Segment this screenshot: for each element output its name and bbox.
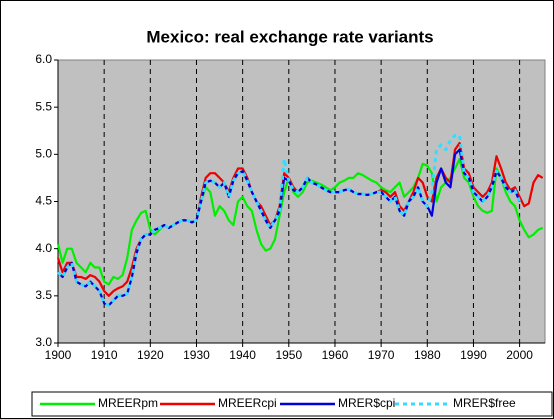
- x-tick-label: 1970: [368, 348, 395, 362]
- series-line: [56, 134, 521, 307]
- x-tick-label: 1950: [275, 348, 302, 362]
- y-tick-label: 3.0: [35, 335, 52, 349]
- x-tick-label: 1960: [322, 348, 349, 362]
- y-tick-label: 4.0: [35, 241, 52, 255]
- x-tick-label: 1900: [45, 348, 72, 362]
- chart-title: Mexico: real exchange rate variants: [146, 27, 433, 46]
- y-tick-label: 4.5: [35, 194, 52, 208]
- series-line: [56, 157, 544, 286]
- legend-label: MRER$free: [453, 396, 516, 410]
- plot-area: [57, 59, 546, 344]
- y-tick-label: 6.0: [35, 52, 52, 66]
- y-tick-label: 5.5: [35, 99, 52, 113]
- x-tick-label: 1990: [460, 348, 487, 362]
- x-tick-label: 1930: [183, 348, 210, 362]
- x-tick-label: 1910: [91, 348, 118, 362]
- y-tick-label: 5.0: [35, 147, 52, 161]
- x-tick-label: 1920: [137, 348, 164, 362]
- legend-label: MRER$cpi: [338, 396, 395, 410]
- x-tick-label: 2000: [506, 348, 533, 362]
- x-tick-label: 1980: [414, 348, 441, 362]
- y-tick-label: 3.5: [35, 288, 52, 302]
- x-tick-label: 1940: [229, 348, 256, 362]
- legend-label: MREERpm: [98, 396, 158, 410]
- legend-label: MREERcpi: [218, 396, 277, 410]
